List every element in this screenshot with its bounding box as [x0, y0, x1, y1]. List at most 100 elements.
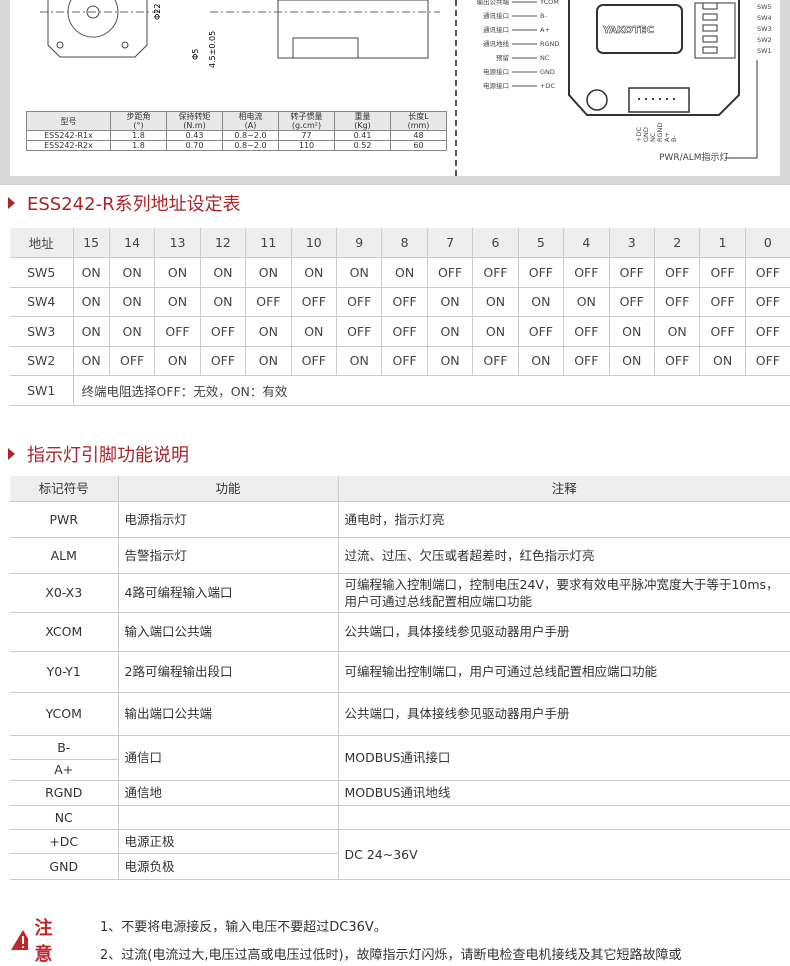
dip-switch [702, 13, 718, 21]
pin-function-table: 标记符号 功能 注释 PWR 电源指示灯 通电时，指示灯亮 ALM 告警指示灯 过流、过压… [10, 476, 790, 880]
pin-function: 告警指示灯 [117, 537, 338, 574]
spec-row: ESS242-R2x 1.8 0.70 0.8~2.0 110 0.52 60 [26, 140, 447, 151]
addr-cell: OFF [426, 257, 473, 288]
pin-label-code: YCOM [539, 0, 559, 6]
connector-pin [645, 98, 647, 100]
spec-unit: (g.cm²) [291, 121, 322, 130]
pin-note: 可编程输入控制端口，控制电压24V，要求有效电平脉冲宽度大于等于10ms，用户可… [337, 573, 790, 613]
addr-cell: ON [154, 287, 201, 317]
connector-pin-label: GND [642, 127, 650, 142]
col-header-function: 功能 [117, 476, 338, 502]
addr-cell: ON [381, 257, 428, 288]
table-row: SW4 ON ON ON ON OFF OFF OFF OFF ON ON ON ON OFF OFF OFF… [10, 287, 790, 317]
table-row: ALM 告警指示灯 过流、过压、欠压或者超差时，红色指示灯亮 [10, 537, 790, 574]
spec-header: 长度L [408, 112, 429, 121]
addr-cell: OFF [653, 257, 700, 288]
pin-function [117, 805, 338, 830]
spec-cell: 110 [278, 140, 335, 151]
triangle-bullet-icon [8, 197, 15, 209]
spec-header: 保持转矩 [178, 112, 211, 121]
addr-cell: OFF [653, 287, 700, 317]
addr-cell: OFF [290, 287, 337, 317]
addr-cell: OFF [290, 346, 337, 376]
spec-unit: (A) [244, 121, 257, 130]
pin-symbol: PWR [10, 501, 118, 538]
addr-cell: SW3 [10, 316, 73, 347]
table-row: B- 通信口 MODBUS通讯接口 [10, 735, 790, 781]
pin-symbol: ALM [10, 537, 118, 574]
addr-cell: OFF [199, 346, 246, 376]
addr-header-cell: 10 [290, 228, 337, 258]
connector-pin [659, 98, 661, 100]
addr-cell: OFF [608, 287, 655, 317]
addr-cell: OFF [335, 316, 382, 347]
pin-function: 通信地 [117, 780, 338, 806]
pin-section-title: 指示灯引脚功能说明 [8, 441, 189, 467]
addr-cell: OFF [608, 257, 655, 288]
addr-cell: OFF [699, 257, 746, 288]
pin-label-cn: 电源接口 [483, 67, 509, 76]
dip-switch [702, 35, 718, 43]
table-row: Y0-Y1 2路可编程输出段口 可编程输出控制端口，用户可通过总线配置相应端口功能 [10, 651, 790, 693]
spec-header: 重量 [354, 112, 371, 121]
dip-switch [702, 2, 718, 10]
pin-function: 2路可编程输出段口 [117, 651, 338, 693]
spec-unit: (°) [133, 121, 144, 130]
pin-note: 过流、过压、欠压或者超差时，红色指示灯亮 [337, 537, 790, 574]
addr-cell: OFF [563, 316, 610, 347]
addr-cell: SW1 [10, 375, 73, 406]
connector-pin [638, 98, 640, 100]
dim-shaft: 4.5±0.05 [208, 31, 217, 68]
spec-cell: 1.8 [110, 140, 167, 151]
addr-cell: ON [290, 316, 337, 347]
pin-function: 电源负极 [117, 853, 338, 880]
addr-cell: OFF [563, 346, 610, 376]
col-header-symbol: 标记符号 [10, 476, 118, 502]
addr-cell: ON [290, 257, 337, 288]
addr-cell: ON [72, 316, 110, 347]
table-row: GND 电源负极 [10, 853, 790, 880]
spec-header: 步距角 [126, 112, 151, 121]
pin-label-cn: 通讯接口 [483, 11, 509, 20]
pin-label-code: NC [540, 54, 550, 62]
addr-cell: ON [563, 287, 610, 317]
spec-header: 转子惯量 [290, 112, 323, 121]
connector-pin [666, 98, 668, 100]
pin-symbol: A+ [10, 759, 118, 781]
addr-cell: OFF [653, 346, 700, 376]
addr-header-cell: 7 [426, 228, 473, 258]
pin-note: DC 24~36V [337, 829, 790, 880]
addr-header-cell: 15 [72, 228, 110, 258]
table-row: YCOM 输出端口公共端 公共端口，具体接线参见驱动器用户手册 [10, 692, 790, 736]
pin-title-text: 指示灯引脚功能说明 [27, 445, 189, 466]
pin-function: 电源正极 [117, 829, 338, 854]
addr-cell: OFF [245, 287, 292, 317]
pin-function: 通信口 [117, 735, 338, 781]
table-row: SW1 终端电阻选择OFF：无效，ON：有效 [10, 375, 790, 406]
addr-cell: ON [517, 346, 564, 376]
connector-pin-label: +DC [635, 127, 643, 142]
connector-pin-label: A+ [663, 132, 671, 142]
pin-symbol: Y0-Y1 [10, 651, 118, 693]
addr-cell: OFF [199, 316, 246, 347]
spec-header: 相电流 [238, 112, 263, 121]
pin-note [337, 805, 790, 830]
table-header-row: 地址 15 14 13 12 11 10 9 8 7 6 5 4 3 2 1 0 [10, 228, 790, 258]
address-setting-table: 地址 15 14 13 12 11 10 9 8 7 6 5 4 3 2 1 0 SW5 ON ON ON ON ON ON O… [10, 228, 790, 406]
switch-label: SW4 [757, 14, 772, 22]
pin-label-cn: 预留 [496, 53, 509, 62]
motor-drawing-panel: Φ22 Φ5 4.5±0.05 型号 步距角 (°) 保持转矩 (N.m) 相电流(… [10, 0, 455, 176]
connector-pin [673, 98, 675, 100]
warning-triangle-icon [11, 930, 29, 950]
spec-unit: (mm) [407, 121, 430, 130]
connector-pin-label: B- [670, 135, 678, 142]
col-header-note: 注释 [337, 476, 790, 502]
sw1-description: 终端电阻选择OFF：无效，ON：有效 [72, 375, 790, 406]
pin-label-code: A+ [540, 26, 550, 34]
addr-cell: ON [199, 287, 246, 317]
addr-header-cell: 13 [154, 228, 201, 258]
addr-cell: ON [199, 257, 246, 288]
addr-cell: ON [472, 287, 519, 317]
addr-cell: ON [426, 346, 473, 376]
pin-label-code: +DC [540, 82, 555, 90]
